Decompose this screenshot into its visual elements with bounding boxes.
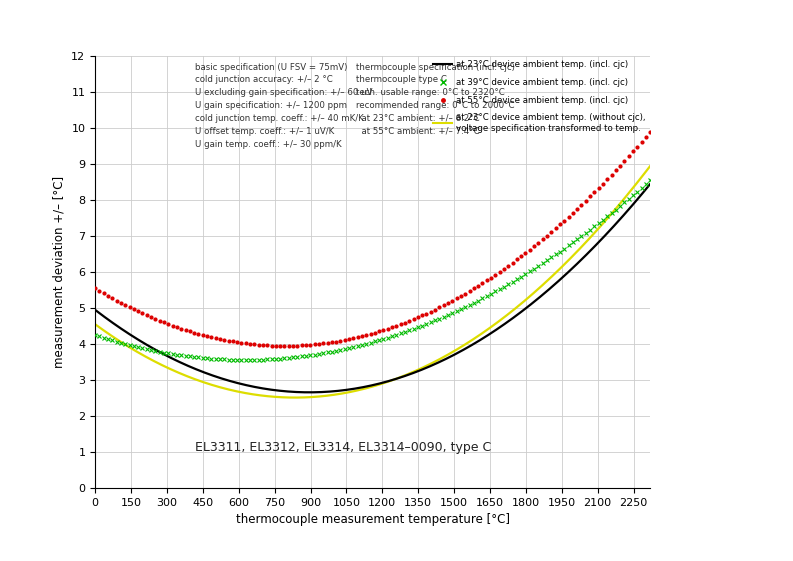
Text: basic specification (U FSV = 75mV)
cold junction accuracy: +/– 2 °C
U excluding : basic specification (U FSV = 75mV) cold … — [195, 63, 373, 149]
Y-axis label: measurement deviation +/– [°C]: measurement deviation +/– [°C] — [53, 176, 66, 368]
Text: EL3311, EL3312, EL3314, EL3314–0090, type C: EL3311, EL3312, EL3314, EL3314–0090, typ… — [195, 440, 492, 453]
Text: thermocouple specification (incl. cjc)
thermocouple type C
tech. usable range: 0: thermocouple specification (incl. cjc) t… — [356, 63, 515, 136]
X-axis label: thermocouple measurement temperature [°C]: thermocouple measurement temperature [°C… — [236, 513, 510, 526]
Legend: at 23°C device ambient temp. (incl. cjc), at 39°C device ambient temp. (incl. cj: at 23°C device ambient temp. (incl. cjc)… — [433, 61, 646, 132]
